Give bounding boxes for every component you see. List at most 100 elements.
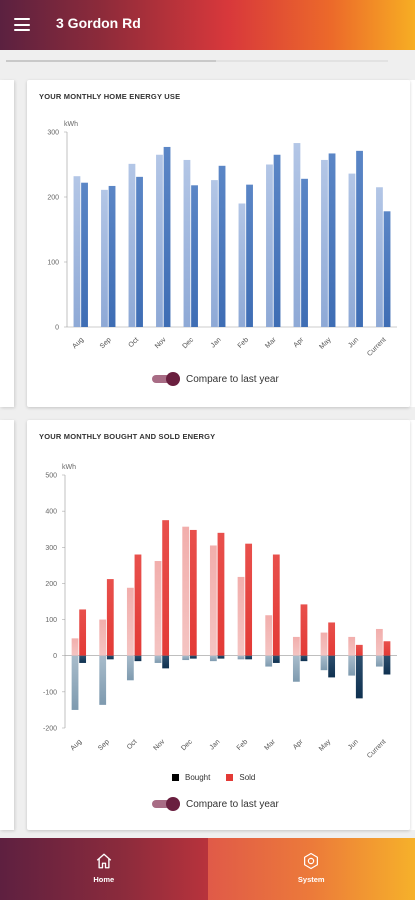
sold-bar bbox=[272, 554, 280, 656]
sold-legend-label: Sold bbox=[239, 773, 256, 782]
y-tick-label: 300 bbox=[47, 130, 59, 137]
next-card-peek[interactable] bbox=[405, 80, 415, 407]
bought-last-year-bar bbox=[348, 655, 356, 676]
sold-last-year-bar bbox=[126, 587, 134, 656]
x-tick-label: Jun bbox=[347, 738, 360, 751]
nav-home-button[interactable]: Home bbox=[0, 838, 208, 900]
y-tick-label: -200 bbox=[43, 726, 57, 733]
bought-last-year-bar bbox=[320, 655, 328, 671]
energy-use-last-year-bar bbox=[156, 154, 163, 327]
x-tick-label: Jan bbox=[210, 336, 223, 349]
bought-legend-swatch bbox=[172, 774, 179, 781]
next-card-peek[interactable] bbox=[405, 420, 415, 830]
x-tick-label: Oct bbox=[126, 738, 139, 751]
energy-use-bar bbox=[81, 182, 88, 327]
bought-bar bbox=[245, 655, 253, 660]
x-tick-label: Sep bbox=[99, 336, 113, 350]
x-tick-label: Mar bbox=[263, 738, 277, 752]
energy-use-chart: kWh 0 100 200 300 Aug Sep Oct Nov Dec Jan Feb Mar Apr… bbox=[47, 121, 397, 358]
compare-toggle[interactable] bbox=[152, 797, 180, 811]
x-tick-label: Oct bbox=[128, 336, 141, 349]
bought-bar bbox=[106, 655, 114, 660]
menu-icon[interactable] bbox=[14, 18, 30, 31]
sold-last-year-bar bbox=[292, 636, 300, 656]
sold-last-year-bar bbox=[99, 619, 107, 656]
scroll-indicator bbox=[6, 60, 388, 64]
x-tick-label: Dec bbox=[180, 738, 194, 752]
sold-bar bbox=[162, 520, 170, 656]
energy-use-last-year-bar bbox=[348, 173, 356, 327]
sold-last-year-bar bbox=[265, 615, 273, 656]
energy-use-bar bbox=[273, 154, 281, 327]
bought-sold-card: YOUR MONTHLY BOUGHT AND SOLD ENERGY kWh -… bbox=[27, 420, 410, 830]
x-tick-label: Current bbox=[366, 336, 387, 357]
sold-bar bbox=[106, 579, 114, 656]
energy-use-last-year-bar bbox=[376, 187, 383, 327]
sold-bar bbox=[134, 554, 142, 656]
sold-last-year-bar bbox=[320, 632, 328, 656]
bought-bar bbox=[134, 655, 142, 662]
bought-bar bbox=[162, 655, 170, 669]
sold-last-year-bar bbox=[375, 628, 383, 656]
compare-toggle[interactable] bbox=[152, 372, 180, 386]
energy-use-last-year-bar bbox=[238, 203, 246, 327]
bought-last-year-bar bbox=[375, 655, 383, 667]
sold-legend-swatch bbox=[226, 774, 234, 781]
y-axis-unit: kWh bbox=[62, 464, 76, 471]
bought-last-year-bar bbox=[265, 655, 273, 667]
energy-use-bar bbox=[383, 211, 391, 327]
compare-toggle-label: Compare to last year bbox=[186, 373, 279, 385]
x-tick-label: Dec bbox=[181, 336, 195, 350]
energy-use-last-year-bar bbox=[73, 176, 81, 327]
energy-use-last-year-bar bbox=[293, 143, 301, 327]
compare-toggle-row: Compare to last year bbox=[152, 797, 279, 811]
sold-bar bbox=[79, 609, 87, 656]
nav-system-button[interactable]: System bbox=[207, 838, 415, 900]
y-axis-unit: kWh bbox=[64, 121, 78, 128]
energy-use-bar bbox=[108, 185, 116, 327]
bought-legend-label: Bought bbox=[185, 773, 211, 782]
page-title: 3 Gordon Rd bbox=[56, 15, 141, 31]
x-tick-label: Mar bbox=[264, 336, 278, 350]
energy-use-bar bbox=[191, 185, 198, 327]
sold-last-year-bar bbox=[182, 526, 190, 656]
energy-use-bar bbox=[218, 165, 226, 327]
bought-bar bbox=[79, 655, 87, 663]
energy-use-bar bbox=[136, 176, 143, 327]
app-header: 3 Gordon Rd bbox=[0, 0, 415, 50]
y-tick-label: 300 bbox=[45, 545, 57, 552]
sold-bar bbox=[245, 543, 253, 656]
energy-use-bar bbox=[246, 184, 253, 327]
energy-use-bar bbox=[301, 178, 308, 327]
home-icon bbox=[96, 853, 111, 869]
card-title: YOUR MONTHLY HOME ENERGY USE bbox=[39, 92, 181, 101]
energy-use-bar bbox=[328, 153, 336, 327]
bottom-navigation: Home System bbox=[0, 838, 415, 900]
bought-sold-chart: kWh -200 -100 0 100 200 300 400 500 Aug Sep Oct Nov D… bbox=[43, 464, 397, 760]
x-tick-label: Jan bbox=[209, 738, 222, 751]
sold-last-year-bar bbox=[71, 638, 79, 656]
x-tick-label: Jun bbox=[347, 336, 360, 349]
sold-bar bbox=[300, 604, 308, 656]
sold-last-year-bar bbox=[154, 561, 162, 656]
bought-bar bbox=[272, 655, 280, 663]
energy-use-last-year-bar bbox=[183, 159, 191, 327]
x-tick-label: Current bbox=[366, 738, 387, 759]
x-tick-label: Nov bbox=[154, 336, 168, 350]
x-tick-label: Nov bbox=[152, 738, 166, 752]
nav-home-label: Home bbox=[93, 875, 115, 884]
previous-card-peek[interactable] bbox=[0, 420, 14, 830]
sold-last-year-bar bbox=[209, 545, 217, 656]
x-tick-label: Aug bbox=[71, 336, 85, 350]
previous-card-peek[interactable] bbox=[0, 80, 14, 407]
bought-last-year-bar bbox=[182, 655, 190, 661]
energy-use-last-year-bar bbox=[211, 180, 218, 327]
sold-bar bbox=[328, 622, 336, 656]
y-tick-label: 200 bbox=[45, 581, 57, 588]
y-tick-label: -100 bbox=[43, 689, 57, 696]
x-tick-label: Feb bbox=[237, 336, 251, 350]
energy-use-bar bbox=[163, 146, 171, 327]
compare-toggle-row: Compare to last year bbox=[152, 372, 279, 386]
bought-bar bbox=[383, 655, 391, 675]
bought-bar bbox=[217, 655, 225, 659]
